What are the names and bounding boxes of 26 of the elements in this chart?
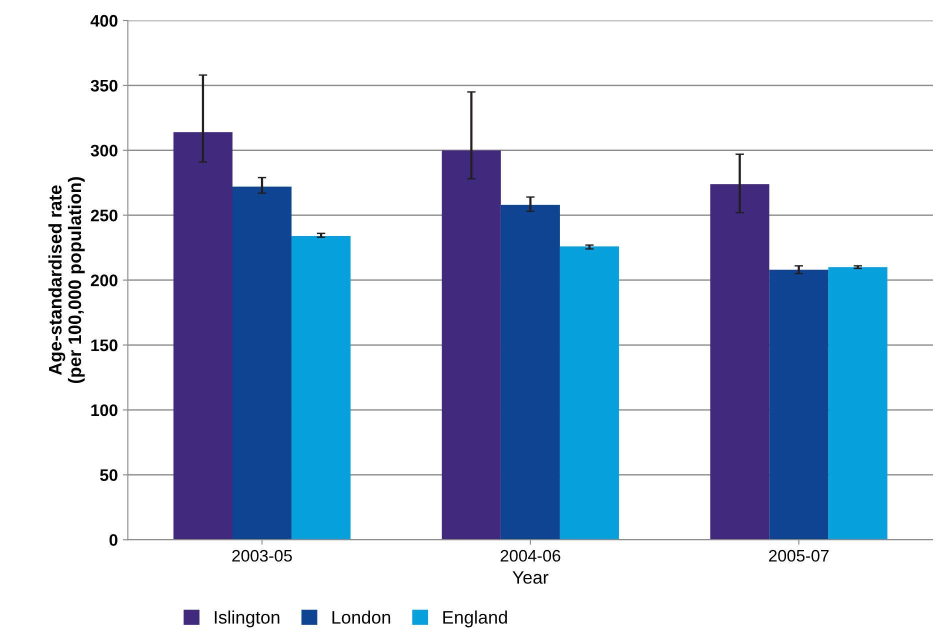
- y-tick-label: 350: [90, 80, 118, 92]
- x-tick-label: 2004-06: [500, 550, 560, 562]
- bar: [442, 150, 501, 540]
- y-tick-label: 200: [90, 274, 118, 286]
- bar: [500, 204, 560, 540]
- x-tick-label: 2003-05: [232, 550, 292, 562]
- bar: [710, 184, 770, 540]
- x-tick-label: 2005-07: [769, 550, 829, 562]
- bar: [173, 132, 232, 540]
- y-tick-label: 100: [91, 404, 118, 416]
- x-axis-title: Year: [512, 571, 548, 584]
- legend-label: Islington: [214, 610, 280, 628]
- bar: [828, 267, 888, 540]
- legend-label: London: [332, 610, 390, 624]
- y-tick-label: 150: [91, 339, 118, 352]
- y-tick-label: 400: [90, 14, 118, 27]
- legend-label: England: [443, 610, 507, 628]
- y-axis-title: Age-standardised rate (per 100,000 population): [48, 177, 85, 384]
- bar: [292, 236, 351, 540]
- y-tick-label: 0: [109, 534, 118, 546]
- bar: [232, 186, 292, 540]
- y-tick-label: 50: [100, 469, 118, 482]
- bar: [769, 270, 828, 540]
- y-tick-label: 300: [90, 144, 118, 157]
- bar: [560, 246, 619, 540]
- y-tick-label: 250: [90, 210, 118, 222]
